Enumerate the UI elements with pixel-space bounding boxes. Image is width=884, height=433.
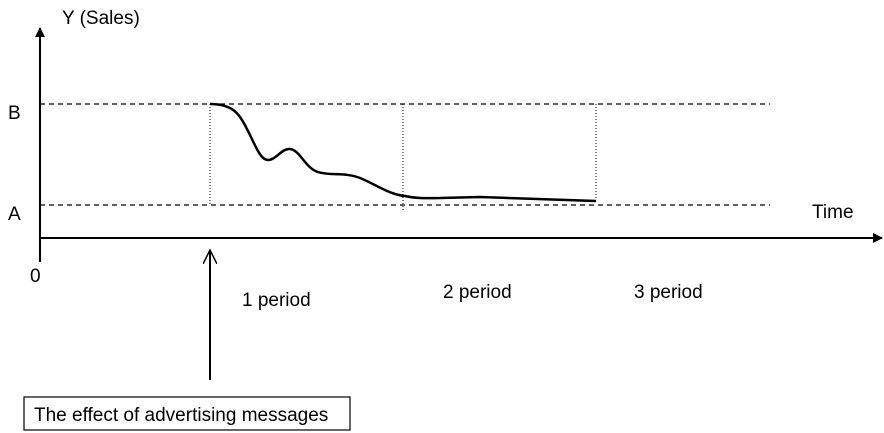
period-label: 3 period: [634, 282, 703, 303]
period-label: 1 period: [242, 290, 311, 311]
level-label: B: [8, 103, 21, 124]
annotation-box: [23, 396, 351, 431]
x-axis-label: Time: [812, 202, 854, 223]
sales-curve: [209, 102, 597, 203]
y-axis-label: Y (Sales): [62, 8, 140, 29]
period-label: 2 period: [443, 282, 512, 303]
annotation-text: The effect of advertising messages: [34, 405, 328, 426]
level-label: A: [8, 204, 21, 225]
origin-label: 0: [30, 266, 41, 287]
